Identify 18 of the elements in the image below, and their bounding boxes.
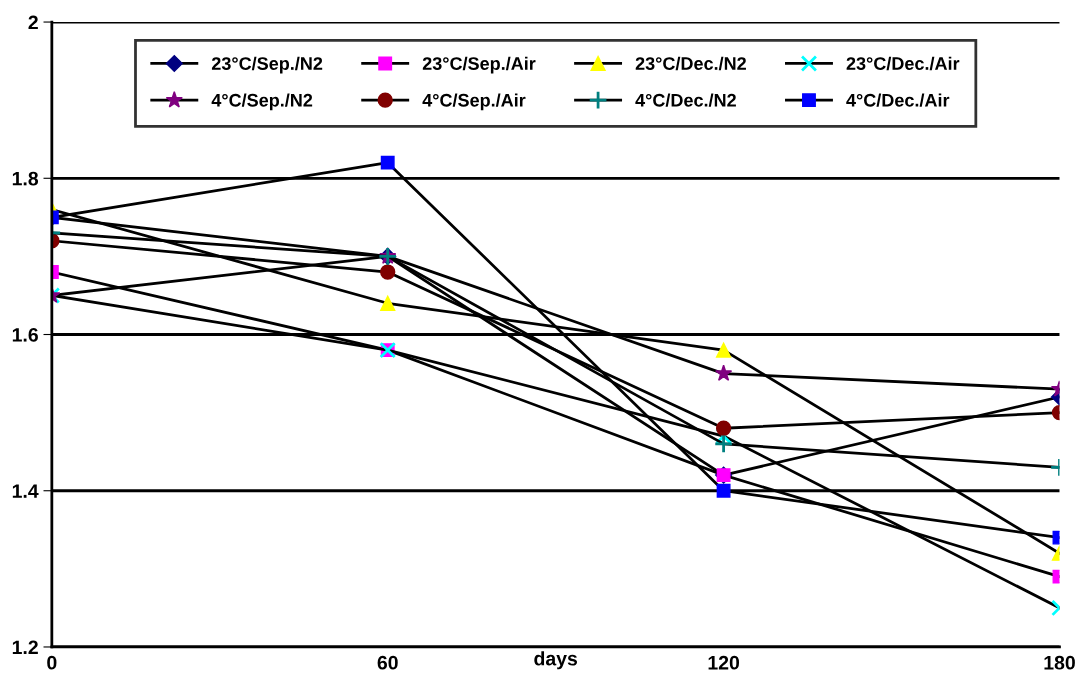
x-axis-title: days bbox=[534, 651, 578, 670]
legend-label: 4°C/Dec./Air bbox=[846, 93, 950, 107]
legend-label: 23°C/Sep./N2 bbox=[211, 56, 323, 74]
legend-label: 4°C/Sep./Air bbox=[422, 93, 526, 111]
x-tick-label: 60 bbox=[377, 655, 398, 670]
legend-label: 4°C/Dec./N2 bbox=[635, 93, 736, 107]
y-tick-label: 1.6 bbox=[12, 327, 38, 342]
y-tick-label: 1.2 bbox=[12, 640, 38, 655]
x-tick-label: 180 bbox=[1044, 655, 1075, 670]
legend-label: 23°C/Dec./Air bbox=[846, 56, 960, 71]
legend-label: 23°C/Sep./Air bbox=[422, 56, 536, 74]
y-tick-label: 1.8 bbox=[12, 171, 39, 186]
legend-label: 4°C/Sep./N2 bbox=[211, 93, 313, 111]
y-tick-label: 1.4 bbox=[12, 484, 39, 498]
y-tick-label: 2 bbox=[28, 15, 38, 30]
x-tick-label: 0 bbox=[47, 655, 57, 670]
legend-label: 23°C/Dec./N2 bbox=[635, 56, 746, 71]
x-tick-label: 120 bbox=[708, 655, 740, 670]
